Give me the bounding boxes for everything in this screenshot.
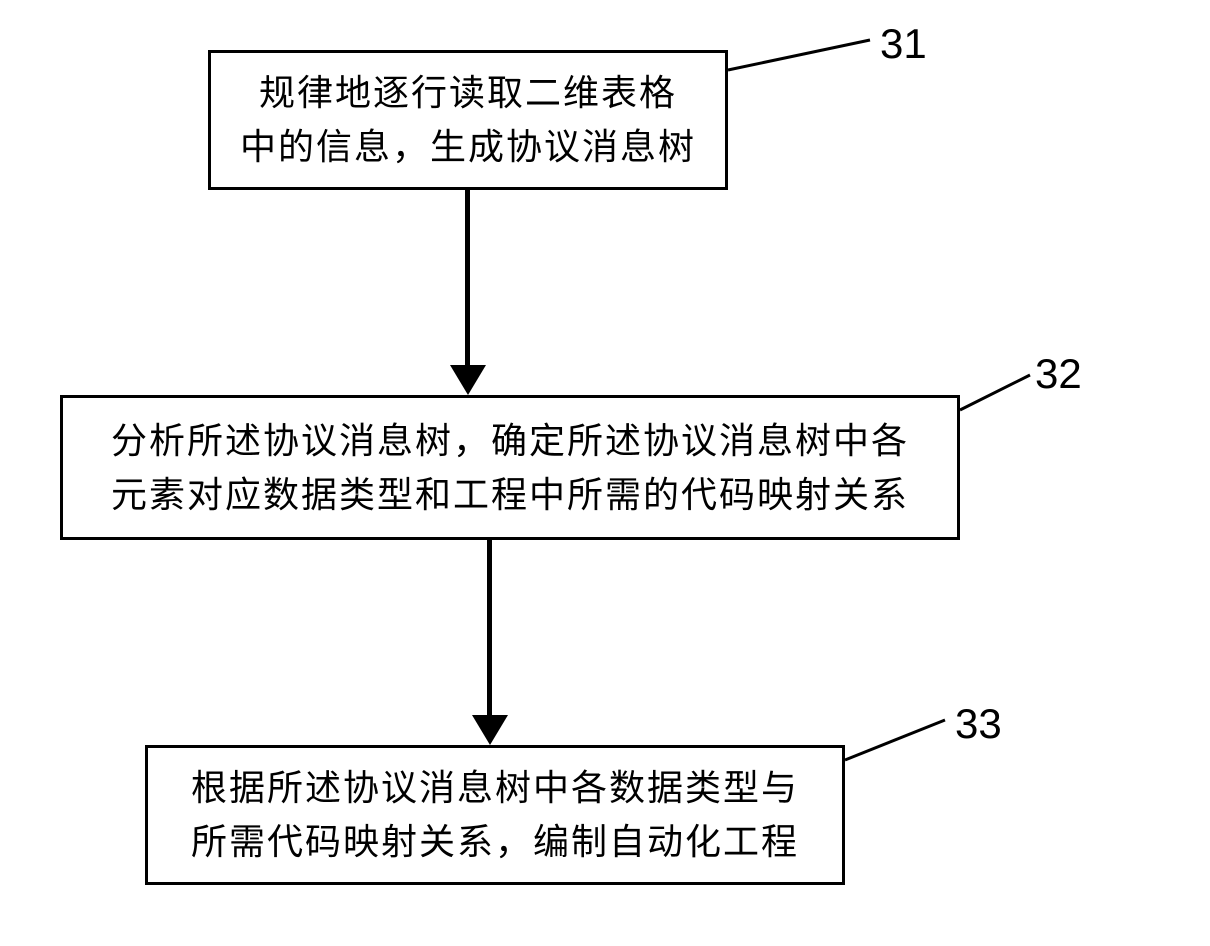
node-3-label: 33: [955, 700, 1002, 748]
flowchart-container: 规律地逐行读取二维表格中的信息，生成协议消息树 31 分析所述协议消息树，确定所…: [0, 0, 1210, 946]
flowchart-node-1: 规律地逐行读取二维表格中的信息，生成协议消息树: [208, 50, 728, 190]
arrow-2-line: [487, 540, 492, 720]
node-3-text: 根据所述协议消息树中各数据类型与所需代码映射关系，编制自动化工程: [191, 761, 799, 869]
arrow-1-line: [465, 190, 470, 370]
node-1-text: 规律地逐行读取二维表格中的信息，生成协议消息树: [240, 66, 696, 174]
arrow-2-head: [472, 715, 508, 745]
flowchart-node-2: 分析所述协议消息树，确定所述协议消息树中各元素对应数据类型和工程中所需的代码映射…: [60, 395, 960, 540]
arrow-1-head: [450, 365, 486, 395]
node-2-label: 32: [1035, 350, 1082, 398]
node-2-text: 分析所述协议消息树，确定所述协议消息树中各元素对应数据类型和工程中所需的代码映射…: [111, 414, 909, 522]
flowchart-node-3: 根据所述协议消息树中各数据类型与所需代码映射关系，编制自动化工程: [145, 745, 845, 885]
node-1-label: 31: [880, 20, 927, 68]
